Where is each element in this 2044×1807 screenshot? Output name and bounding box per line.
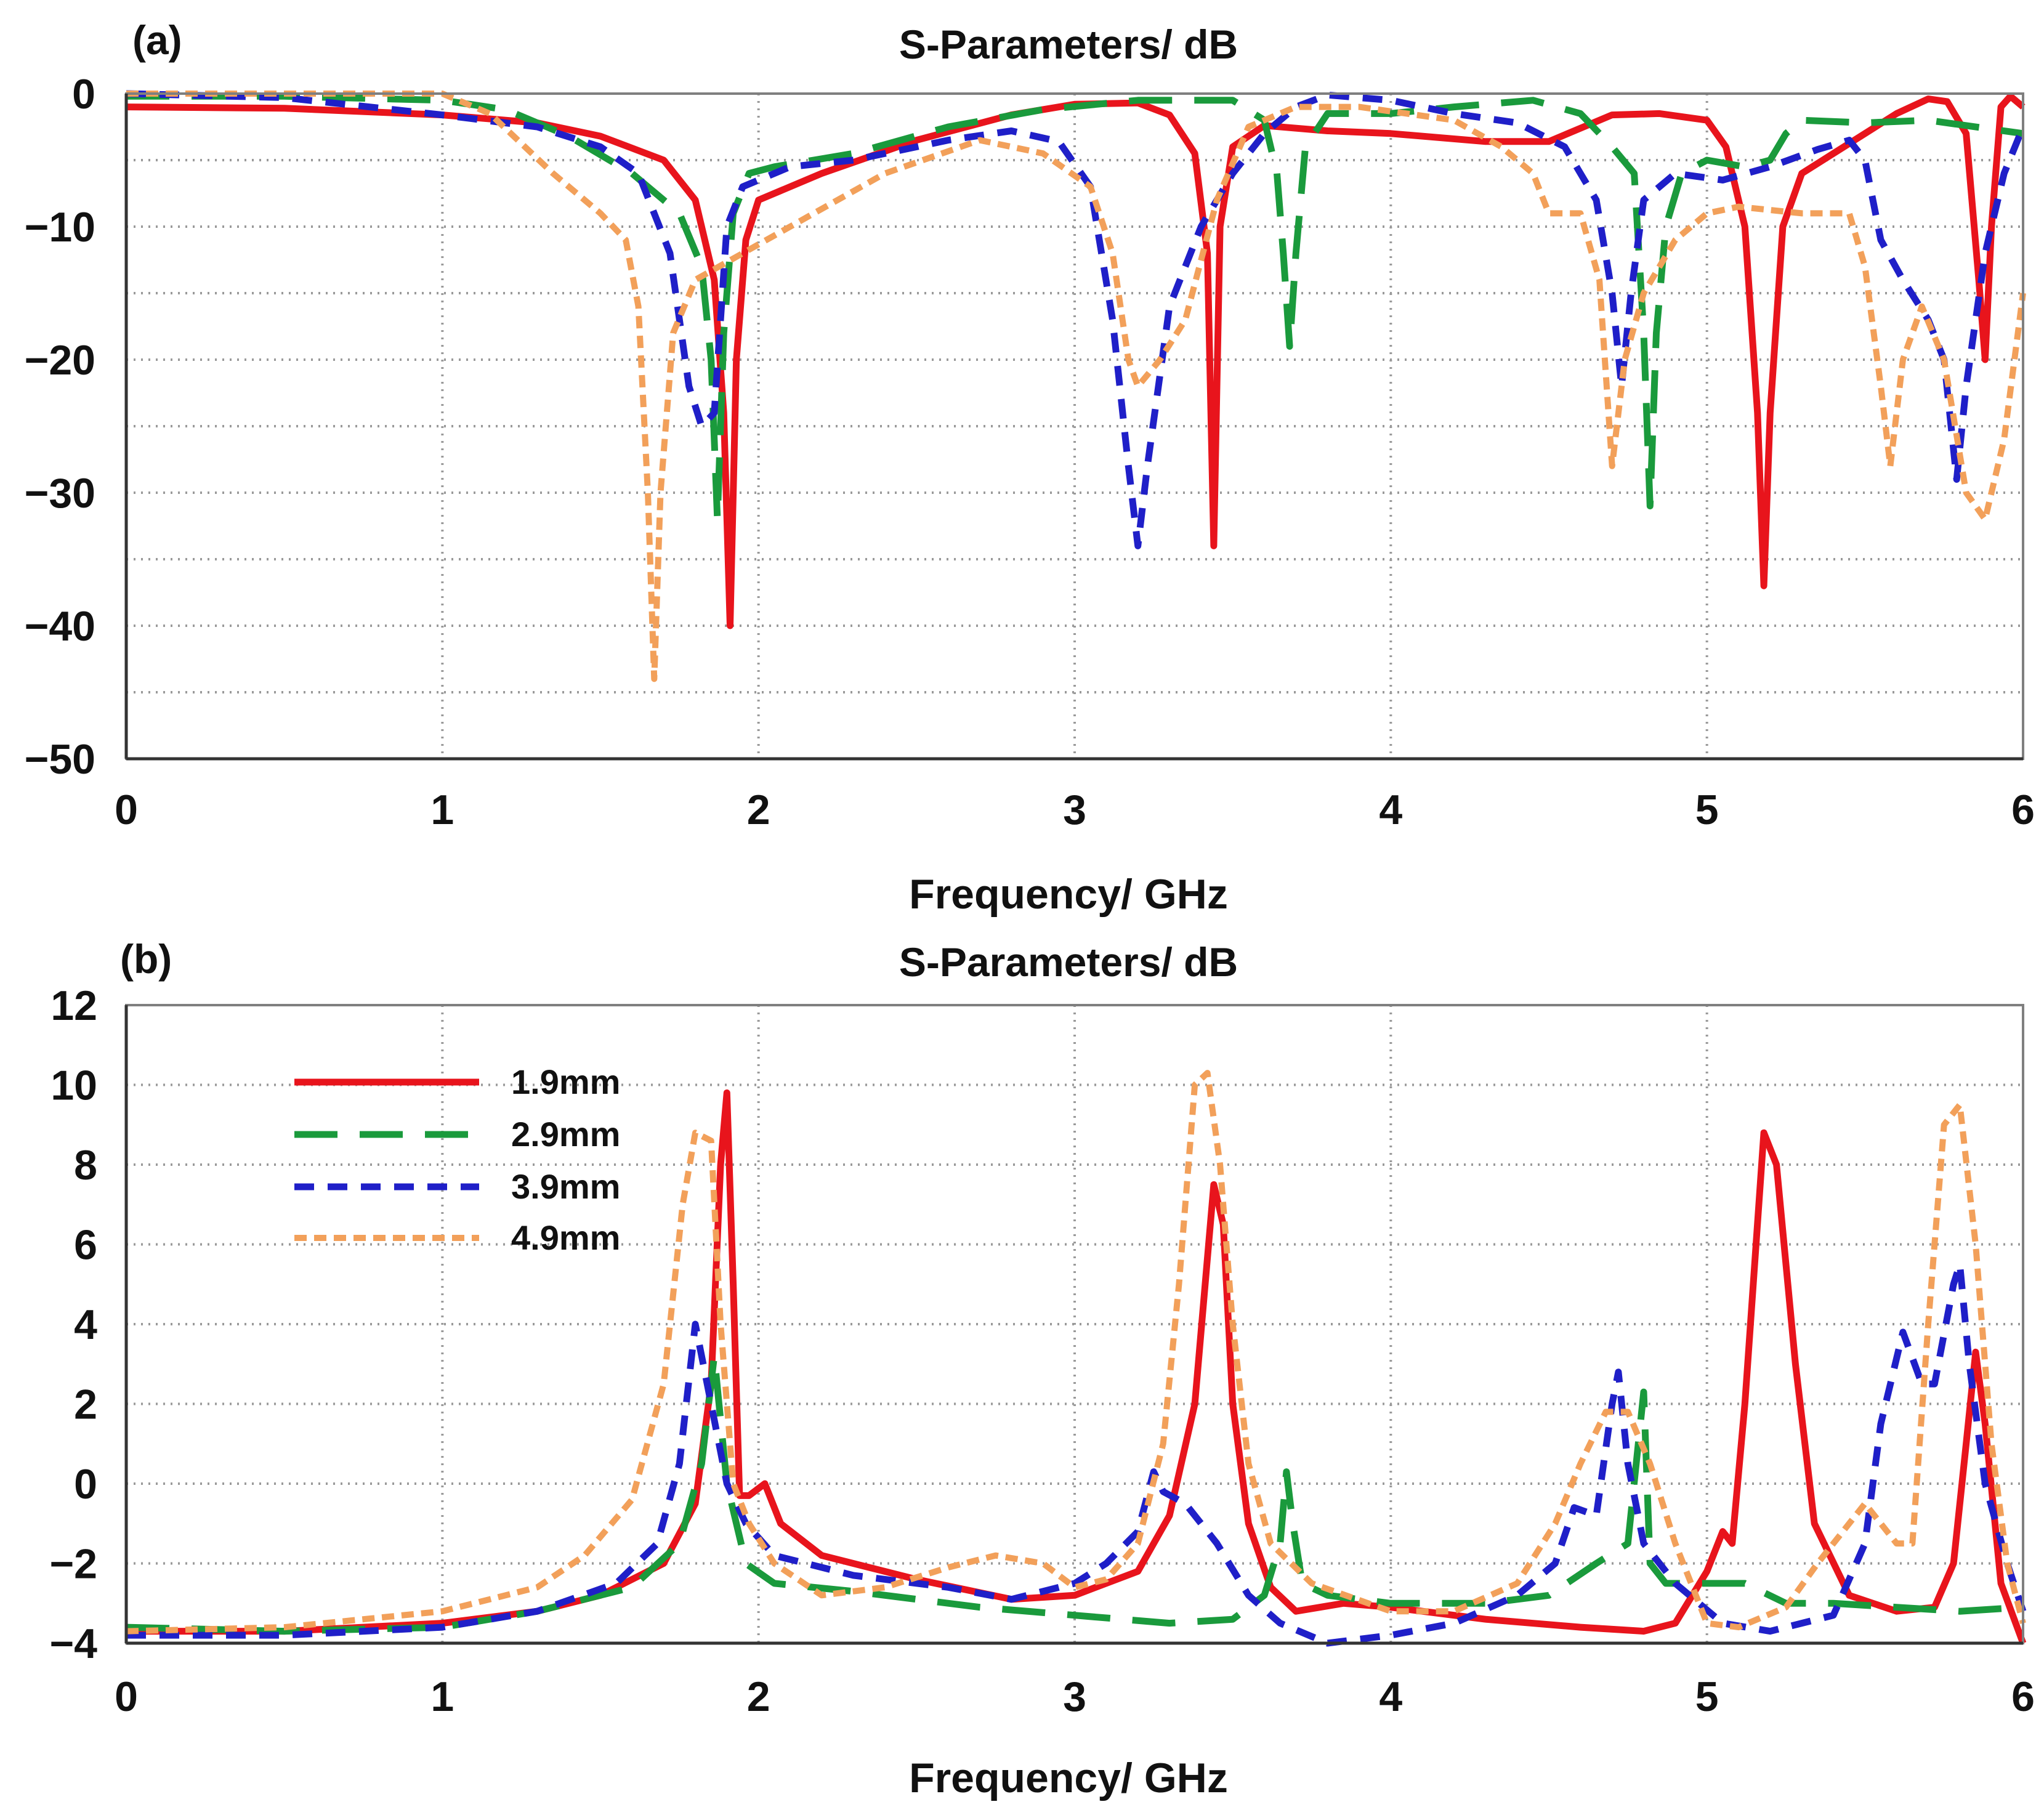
y-tick-label: 6 — [74, 1222, 97, 1269]
y-tick-label: 10 — [50, 1062, 97, 1109]
series-line-3-9mm — [126, 90, 2027, 549]
panel-b-grid — [126, 1005, 2023, 1643]
y-tick-label: −50 — [25, 736, 95, 783]
panel-a-title: S-Parameters/ dB — [899, 22, 1238, 67]
legend-entry-2-9mm: 2.9mm — [294, 1115, 620, 1154]
series-line-2-9mm — [126, 92, 2024, 523]
panel-b-series — [126, 1070, 2027, 1647]
legend-entry-4-9mm: 4.9mm — [294, 1218, 620, 1257]
y-tick-label: 8 — [74, 1142, 97, 1189]
y-tick-label: 0 — [74, 1461, 97, 1508]
y-tick-label: −20 — [25, 337, 95, 384]
legend-label-1-9mm: 1.9mm — [511, 1062, 620, 1101]
legend-label-2-9mm: 2.9mm — [511, 1115, 620, 1154]
y-tick-label: 12 — [50, 982, 97, 1029]
legend-label-3-9mm: 3.9mm — [511, 1167, 620, 1206]
legend-label-4-9mm: 4.9mm — [511, 1218, 620, 1257]
y-tick-label: 4 — [74, 1301, 97, 1348]
panel-b-title: S-Parameters/ dB — [899, 939, 1238, 985]
panel-a-label: (a) — [132, 17, 182, 63]
panel-b-x-axis-label: Frequency/ GHz — [909, 1755, 1228, 1801]
x-tick-label: 0 — [115, 786, 138, 833]
y-tick-label: 2 — [74, 1381, 97, 1428]
panel-a: (a) S-Parameters/ dB 0 −10 −20 −30 −40 −50 0 1… — [25, 17, 2035, 918]
legend-entry-3-9mm: 3.9mm — [294, 1167, 620, 1206]
x-tick-label: 6 — [2011, 786, 2035, 833]
panel-a-series — [126, 90, 2027, 682]
y-tick-label: −30 — [25, 470, 95, 517]
series-line-4-9mm — [126, 1070, 2026, 1635]
x-tick-label: 5 — [1695, 1673, 1719, 1720]
panel-b-y-tick-labels: 12 10 8 6 4 2 0 −2 −4 — [49, 982, 97, 1667]
panel-b-label: (b) — [120, 936, 172, 982]
y-tick-label: −4 — [49, 1620, 97, 1667]
x-tick-label: 5 — [1695, 786, 1719, 833]
x-tick-label: 2 — [747, 1673, 770, 1720]
x-tick-label: 6 — [2011, 1673, 2035, 1720]
series-line-1-9mm — [126, 92, 2026, 629]
legend-entry-1-9mm: 1.9mm — [294, 1062, 620, 1101]
panel-a-x-axis-label: Frequency/ GHz — [909, 871, 1228, 918]
x-tick-label: 2 — [747, 786, 770, 833]
y-tick-label: −40 — [25, 603, 95, 650]
y-tick-label: 0 — [72, 71, 95, 118]
series-line-2-9mm — [126, 1352, 2024, 1635]
x-tick-label: 0 — [115, 1673, 138, 1720]
series-line-3-9mm — [126, 1261, 2027, 1647]
x-tick-label: 4 — [1379, 1673, 1402, 1720]
panel-a-x-tick-labels: 0 1 2 3 4 5 6 — [115, 786, 2035, 833]
x-tick-label: 3 — [1063, 786, 1086, 833]
x-tick-label: 1 — [430, 1673, 454, 1720]
panel-b-x-tick-labels: 0 1 2 3 4 5 6 — [115, 1673, 2035, 1720]
panel-a-y-tick-labels: 0 −10 −20 −30 −40 −50 — [25, 71, 95, 783]
y-tick-label: −2 — [49, 1541, 97, 1588]
y-tick-label: −10 — [25, 204, 95, 251]
legend: 1.9mm 2.9mm 3.9mm 4.9mm — [294, 1062, 620, 1257]
series-line-1-9mm — [126, 1089, 2027, 1644]
x-tick-label: 3 — [1063, 1673, 1086, 1720]
x-tick-label: 1 — [430, 786, 454, 833]
x-tick-label: 4 — [1379, 786, 1402, 833]
series-line-4-9mm — [126, 91, 2026, 682]
